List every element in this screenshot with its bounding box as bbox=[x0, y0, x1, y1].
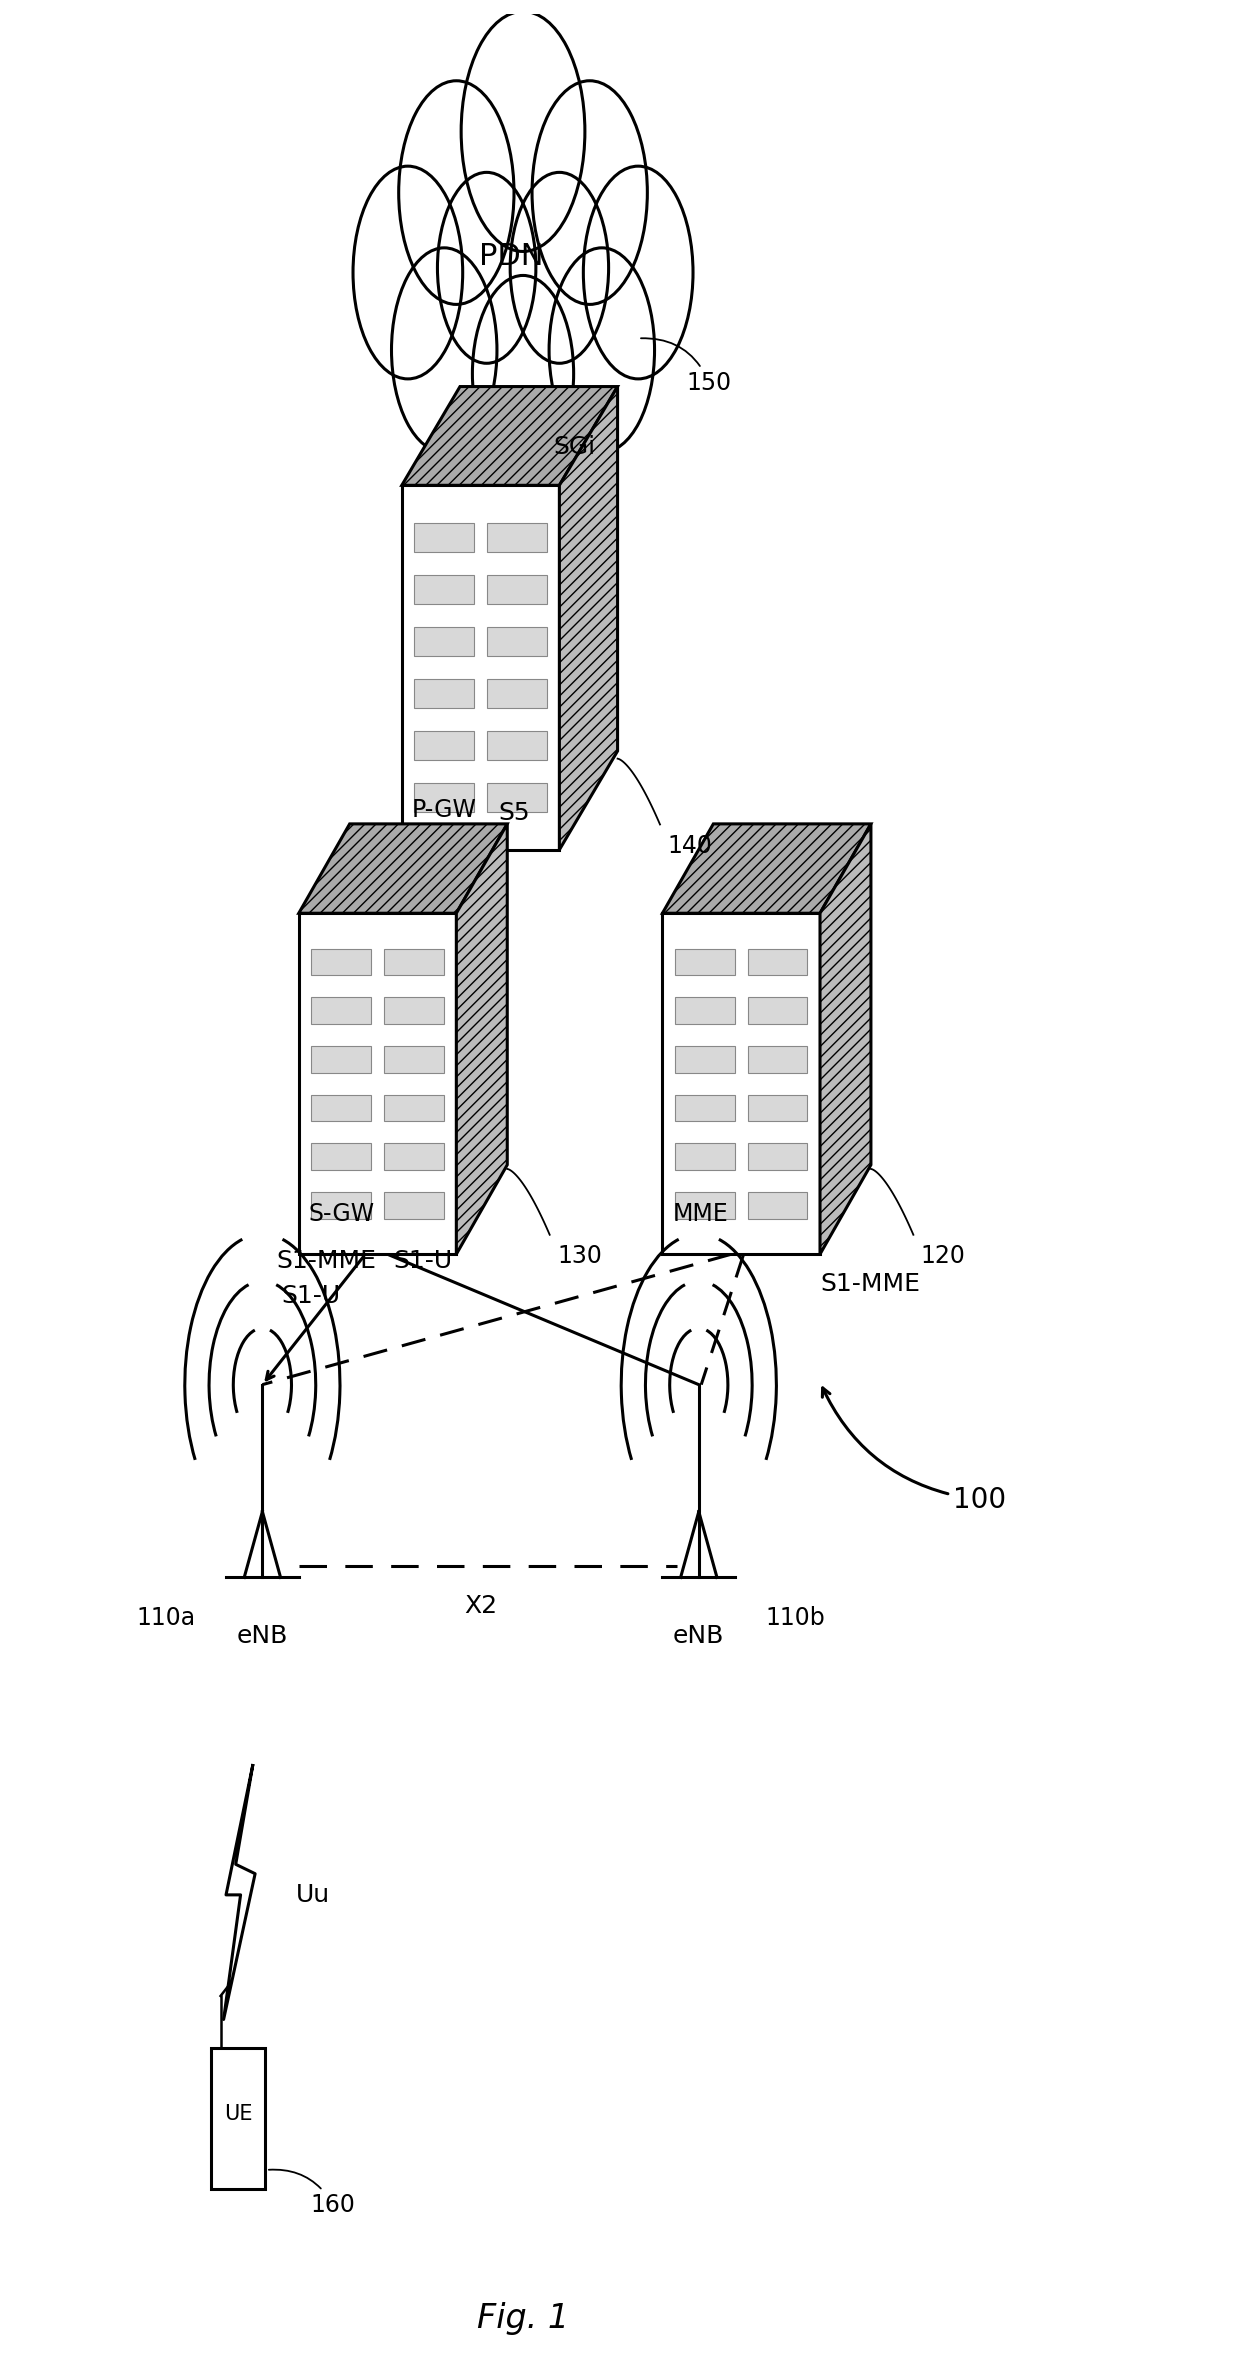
Bar bbox=[487, 783, 547, 811]
Bar bbox=[384, 1192, 444, 1218]
Bar bbox=[299, 914, 456, 1254]
Text: 100: 100 bbox=[822, 1387, 1007, 1513]
Text: 140: 140 bbox=[667, 835, 712, 859]
Bar bbox=[675, 1047, 735, 1073]
Bar bbox=[487, 576, 547, 604]
Bar bbox=[414, 576, 474, 604]
Bar bbox=[384, 997, 444, 1023]
Bar bbox=[311, 1094, 371, 1121]
Polygon shape bbox=[456, 823, 507, 1254]
Text: Uu: Uu bbox=[296, 1882, 331, 1908]
Polygon shape bbox=[820, 823, 870, 1254]
Text: eNB: eNB bbox=[237, 1625, 288, 1649]
Circle shape bbox=[532, 81, 647, 305]
Circle shape bbox=[353, 167, 463, 378]
Circle shape bbox=[399, 81, 515, 305]
Text: 110a: 110a bbox=[136, 1606, 196, 1630]
Text: 110b: 110b bbox=[765, 1606, 825, 1630]
Text: S1-MME: S1-MME bbox=[820, 1273, 920, 1297]
Bar bbox=[311, 997, 371, 1023]
Polygon shape bbox=[299, 823, 507, 914]
Text: UE: UE bbox=[224, 2103, 253, 2124]
Bar bbox=[311, 949, 371, 975]
Text: S1-U: S1-U bbox=[393, 1249, 453, 1273]
Bar bbox=[748, 1192, 807, 1218]
Bar bbox=[675, 997, 735, 1023]
Ellipse shape bbox=[402, 102, 645, 409]
Circle shape bbox=[549, 247, 655, 452]
Text: MME: MME bbox=[672, 1201, 728, 1225]
Bar bbox=[675, 1192, 735, 1218]
Bar bbox=[748, 949, 807, 975]
Bar bbox=[311, 1192, 371, 1218]
Text: S1-MME: S1-MME bbox=[277, 1249, 376, 1273]
Text: X2: X2 bbox=[464, 1594, 497, 1618]
Bar bbox=[748, 1094, 807, 1121]
Text: SGi: SGi bbox=[553, 435, 595, 459]
Bar bbox=[675, 949, 735, 975]
Bar bbox=[748, 1144, 807, 1170]
Bar bbox=[384, 949, 444, 975]
Circle shape bbox=[438, 171, 536, 364]
Text: S1-U: S1-U bbox=[281, 1285, 341, 1308]
Bar bbox=[311, 1047, 371, 1073]
Bar bbox=[384, 1094, 444, 1121]
Bar bbox=[384, 1144, 444, 1170]
Bar bbox=[414, 730, 474, 759]
Text: 150: 150 bbox=[641, 338, 732, 395]
Bar bbox=[414, 680, 474, 709]
Text: PDN: PDN bbox=[479, 243, 543, 271]
Text: P-GW: P-GW bbox=[412, 797, 476, 821]
Bar bbox=[487, 730, 547, 759]
Bar bbox=[402, 485, 559, 849]
Bar bbox=[487, 680, 547, 709]
Bar bbox=[211, 2048, 265, 2189]
Circle shape bbox=[392, 247, 497, 452]
Bar bbox=[748, 1047, 807, 1073]
Polygon shape bbox=[223, 1765, 255, 2020]
Bar bbox=[414, 523, 474, 552]
Bar bbox=[675, 1144, 735, 1170]
Polygon shape bbox=[662, 823, 870, 914]
Polygon shape bbox=[559, 385, 618, 849]
Text: eNB: eNB bbox=[673, 1625, 724, 1649]
Circle shape bbox=[510, 171, 609, 364]
Bar bbox=[487, 628, 547, 657]
Bar bbox=[662, 914, 820, 1254]
Bar bbox=[414, 783, 474, 811]
Text: 120: 120 bbox=[920, 1244, 966, 1268]
Bar bbox=[675, 1094, 735, 1121]
Circle shape bbox=[472, 276, 574, 471]
Bar bbox=[487, 523, 547, 552]
Polygon shape bbox=[402, 385, 618, 485]
Text: Fig. 1: Fig. 1 bbox=[477, 2300, 569, 2334]
Text: S5: S5 bbox=[498, 802, 531, 826]
Text: 130: 130 bbox=[557, 1244, 601, 1268]
Circle shape bbox=[461, 12, 585, 252]
Bar bbox=[384, 1047, 444, 1073]
Text: 160: 160 bbox=[269, 2170, 356, 2217]
Bar bbox=[414, 628, 474, 657]
Bar bbox=[748, 997, 807, 1023]
Circle shape bbox=[583, 167, 693, 378]
Bar bbox=[311, 1144, 371, 1170]
Text: S-GW: S-GW bbox=[309, 1201, 374, 1225]
